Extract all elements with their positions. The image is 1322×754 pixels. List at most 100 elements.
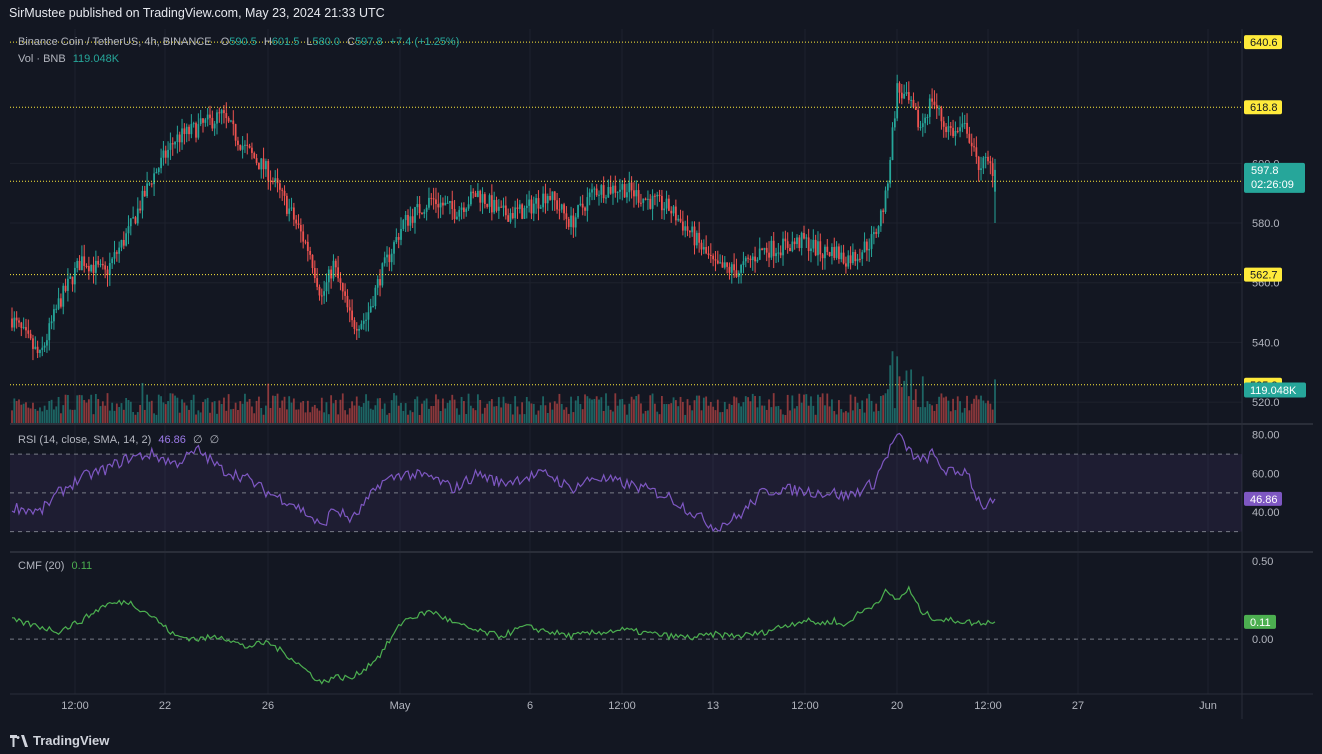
time-axis[interactable]: 12:00 22 26 May 6 12:00 13 12:00 20 12:00 27 Jun: [61, 700, 1217, 712]
volume-bar: [509, 404, 512, 423]
candle-body: [660, 195, 663, 211]
candle-body: [393, 242, 395, 254]
volume-bar: [281, 400, 284, 423]
candle-body: [831, 247, 833, 257]
candle-body: [29, 333, 32, 339]
candle-body: [912, 99, 915, 108]
volume-bar: [55, 406, 58, 423]
volume-bar: [949, 411, 952, 423]
volume-bar: [253, 413, 256, 423]
candle-body: [39, 350, 41, 354]
volume-bar: [565, 407, 568, 423]
volume-bar: [255, 400, 258, 423]
cmf-tick-label: 0.50: [1252, 556, 1273, 568]
candle-body: [472, 191, 475, 194]
volume-bar: [810, 396, 812, 423]
volume-bar: [183, 402, 186, 423]
main-pane[interactable]: [10, 29, 1313, 719]
volume-bar: [975, 395, 978, 423]
rsi-tag-bg: [1244, 491, 1282, 506]
low-value: 580.0: [312, 36, 341, 48]
candle-body: [847, 255, 850, 267]
volume-bar: [311, 406, 314, 423]
candle-body: [374, 287, 377, 307]
volume-bar: [716, 399, 719, 423]
candle-body: [791, 241, 794, 252]
candle-body: [80, 256, 83, 271]
candle-body: [775, 253, 777, 257]
candle-body: [481, 194, 484, 203]
candle-body: [218, 112, 221, 114]
volume-bar: [223, 397, 225, 423]
volume-bar: [295, 409, 298, 423]
candle-body: [889, 160, 892, 184]
cmf-pane[interactable]: [10, 585, 1242, 685]
candle-body: [234, 124, 237, 141]
volume-bar: [640, 403, 642, 423]
candle-body: [425, 207, 428, 212]
candle-body: [647, 198, 649, 200]
candle-body: [334, 260, 337, 268]
rsi-pane[interactable]: [10, 432, 1242, 533]
volume-bar: [751, 393, 754, 423]
candle-body: [213, 123, 216, 129]
candle-body: [204, 119, 207, 123]
candle-body: [444, 202, 447, 206]
candle-body: [488, 195, 491, 207]
rsi-line: [11, 432, 996, 533]
volume-bar: [302, 401, 305, 423]
price-axis[interactable]: 600.0580.0560.0540.0520.0640.6618.8594.0…: [1244, 35, 1306, 646]
candle-body: [449, 201, 451, 203]
volume-bar: [665, 404, 668, 423]
volume-bar: [120, 403, 123, 423]
candle-body: [337, 267, 340, 279]
volume-bar: [758, 396, 761, 423]
candle-body: [362, 320, 365, 324]
volume-bar: [786, 394, 789, 423]
candle-body: [537, 198, 540, 209]
candle-body: [677, 218, 680, 221]
candle-body: [535, 198, 538, 204]
candle-body: [574, 217, 577, 228]
volume-bar: [32, 402, 34, 423]
candle-body: [714, 259, 717, 261]
chart-canvas[interactable]: 600.0580.0560.0540.0520.0640.6618.8594.0…: [10, 29, 1313, 719]
tradingview-brand[interactable]: TradingView: [10, 733, 109, 748]
candle-body: [824, 246, 826, 259]
candle-body: [192, 123, 195, 125]
candle-body: [782, 238, 784, 256]
candle-body: [991, 163, 994, 176]
level-tag: 640.6: [1244, 35, 1282, 50]
volume-bar: [353, 405, 356, 423]
volume-bar: [39, 407, 41, 423]
volume-bar: [479, 399, 482, 423]
candle-body: [495, 199, 498, 211]
candle-body: [253, 152, 256, 159]
volume-bar: [248, 399, 251, 423]
candle-body: [886, 183, 889, 191]
candle-body: [223, 110, 225, 114]
candle-body: [789, 247, 791, 252]
candle-body: [509, 213, 512, 222]
rsi-value: 46.86: [158, 434, 186, 446]
candle-body: [626, 192, 628, 198]
candle-body: [60, 298, 62, 307]
volume-bar: [609, 409, 612, 423]
candle-body: [25, 327, 27, 331]
volume-bar: [772, 393, 775, 423]
volume-bar: [607, 405, 610, 423]
volume-bar: [628, 403, 631, 423]
volume-bar: [57, 396, 60, 423]
volume-bar: [162, 402, 165, 423]
candle-body: [139, 208, 142, 211]
volume-bar: [155, 414, 158, 423]
volume-bar: [432, 406, 435, 423]
volume-bar: [994, 379, 996, 423]
candle-body: [62, 285, 65, 307]
volume-bar: [325, 402, 328, 423]
candle-body: [977, 156, 980, 170]
candle-body: [97, 260, 100, 265]
candle-body: [758, 248, 761, 260]
volume-bar: [407, 414, 409, 423]
volume-bar: [136, 412, 139, 423]
